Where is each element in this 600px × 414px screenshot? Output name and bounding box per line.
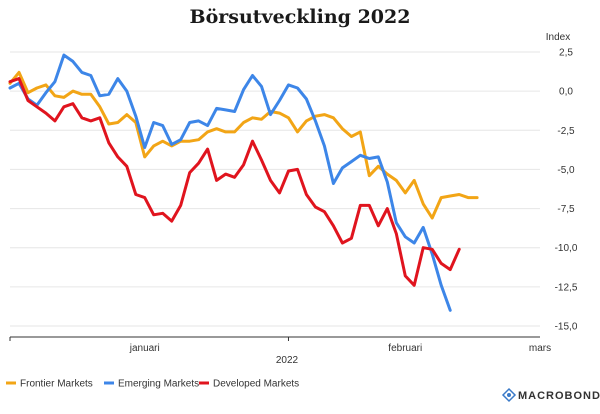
y-axis-ticks: 2,5 0,0 -2,5 -5,0 -7,5 -10,0 -12,5 -15,0 <box>555 48 578 333</box>
y-tick-label: -5,0 <box>557 165 575 176</box>
x-tick-label: mars <box>529 343 551 354</box>
legend: Frontier Markets Emerging Markets Develope… <box>6 379 299 390</box>
y-tick-label: -15,0 <box>555 322 578 333</box>
chart-title: Börsutveckling 2022 <box>190 6 411 28</box>
x-axis: januari februari mars <box>9 336 551 354</box>
series-line-developed-markets <box>8 77 461 287</box>
y-tick-label: 2,5 <box>559 48 573 59</box>
series-line-emerging-markets <box>8 53 452 312</box>
y-tick-label: -12,5 <box>555 282 578 293</box>
x-tick-label: januari <box>129 343 160 354</box>
series-line-frontier-markets <box>8 70 479 220</box>
x-axis-year-label: 2022 <box>276 355 299 366</box>
series-lines <box>8 53 479 312</box>
legend-label-developed-markets: Developed Markets <box>213 379 299 390</box>
macrobond-logo-mark <box>501 387 517 403</box>
macrobond-logo-text: MACROBOND <box>518 390 600 402</box>
legend-label-emerging-markets: Emerging Markets <box>118 379 199 390</box>
macrobond-logo: MACROBOND <box>501 387 600 403</box>
y-tick-label: -10,0 <box>555 243 578 254</box>
y-axis-label: Index <box>546 32 570 43</box>
y-tick-label: -2,5 <box>557 126 575 137</box>
x-tick-label: februari <box>388 343 422 354</box>
y-tick-label: -7,5 <box>557 204 575 215</box>
y-tick-label: 0,0 <box>559 87 573 98</box>
legend-label-frontier-markets: Frontier Markets <box>20 379 93 390</box>
